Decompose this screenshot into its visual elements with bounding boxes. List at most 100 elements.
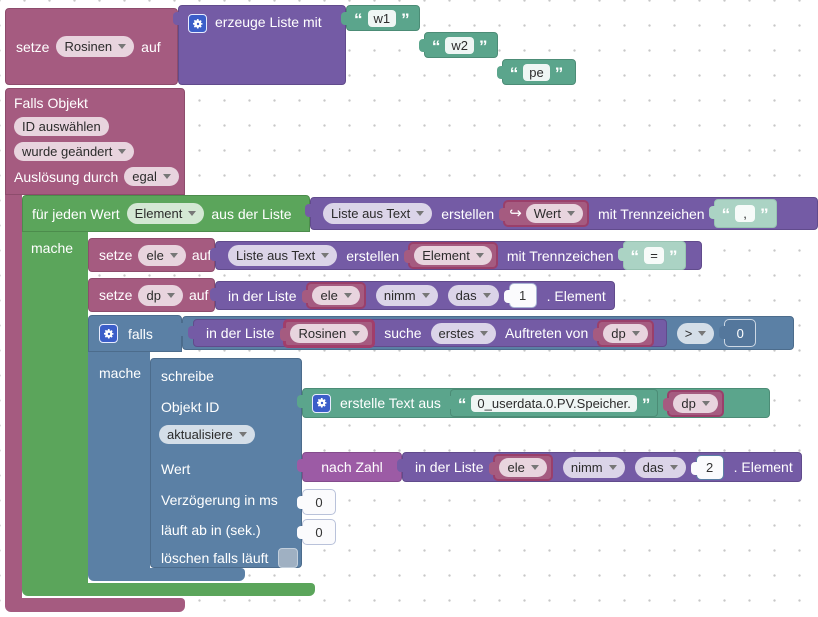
get-which-dropdown[interactable]: das <box>634 456 686 478</box>
variable-dropdown[interactable]: Rosinen <box>290 323 369 343</box>
text-block-pe[interactable]: “ pe ” <box>496 59 576 85</box>
loop-variable-dropdown[interactable]: Element <box>126 203 205 224</box>
set-variable-block-dp[interactable]: setze dp auf <box>88 278 215 312</box>
text-field[interactable]: 0_userdata.0.PV.Speicher. <box>471 394 637 412</box>
trigger-by-dropdown[interactable]: egal <box>124 167 179 186</box>
separator-label: mit Trennzeichen <box>506 247 614 264</box>
value-variable-dropdown[interactable]: Wert <box>525 204 583 223</box>
variable-dropdown-label: Rosinen <box>64 39 113 54</box>
dropdown-arrow-icon <box>475 253 484 258</box>
variable-get-block-ele[interactable]: ele <box>489 453 553 481</box>
variable-dropdown[interactable]: Element <box>414 246 492 265</box>
expire-value: 0 <box>315 524 323 540</box>
dropdown-arrow-icon <box>698 330 707 336</box>
list-from-text-block-1[interactable]: Liste aus Text erstellen ↪ Wert mit Tren… <box>305 197 818 230</box>
select-id-button-label: ID auswählen <box>22 119 101 134</box>
trigger-value-block[interactable]: ↪ Wert <box>499 200 589 227</box>
trigger-title: Falls Objekt <box>14 95 88 111</box>
variable-label: Rosinen <box>298 325 347 341</box>
expire-number-block[interactable]: 0 <box>297 519 336 545</box>
write-state-block[interactable]: schreibe Objekt ID aktualisiere Wert Ver… <box>150 358 302 568</box>
in-list-label: in der Liste <box>206 325 275 341</box>
variable-dropdown-ele[interactable]: ele <box>138 244 186 266</box>
quote-close-icon: ” <box>760 205 769 224</box>
separator-text-block[interactable]: “ , ” <box>708 199 777 228</box>
text-field[interactable]: w2 <box>445 36 475 54</box>
update-mode-dropdown[interactable]: aktualisiere <box>159 425 255 444</box>
gear-icon[interactable] <box>312 393 331 413</box>
foreach-do-label: mache <box>31 240 74 256</box>
trigger-block-bottom <box>5 598 185 612</box>
separator-field[interactable]: , <box>735 205 756 222</box>
set-variable-block-rosinen[interactable]: setze Rosinen auf <box>5 8 178 85</box>
dropdown-arrow-icon <box>566 211 575 216</box>
event-type-dropdown[interactable]: wurde geändert <box>14 142 135 161</box>
variable-get-block-dp[interactable]: dp <box>593 319 654 347</box>
separator-field[interactable]: = <box>644 247 664 264</box>
expire-label: läuft ab in (sek.) <box>161 522 261 538</box>
dropdown-arrow-icon <box>166 292 175 298</box>
dropdown-arrow-icon <box>188 211 197 216</box>
variable-dropdown-dp[interactable]: dp <box>138 284 183 306</box>
foreach-spine: mache <box>22 232 88 583</box>
split-mode-dropdown[interactable]: Liste aus Text <box>323 203 433 224</box>
variable-dropdown[interactable]: dp <box>673 393 718 413</box>
logic-compare-block[interactable]: in der Liste Rosinen suche erstes Auftre… <box>177 316 794 350</box>
variable-label: dp <box>611 325 626 341</box>
dropdown-arrow-icon <box>421 293 430 298</box>
variable-dropdown[interactable]: dp <box>603 323 648 343</box>
text-block-w2[interactable]: “ w2 ” <box>418 32 498 58</box>
index-number-block[interactable]: 2 <box>690 454 724 480</box>
get-op-dropdown[interactable]: nimm <box>562 456 625 478</box>
element-label: . Element <box>546 287 606 304</box>
variable-dropdown-rosinen[interactable]: Rosinen <box>56 36 135 57</box>
first-last-dropdown[interactable]: erstes <box>430 322 496 344</box>
to-number-block[interactable]: nach Zahl <box>297 452 402 482</box>
get-which-label: das <box>455 288 477 303</box>
set-keyword-auf: auf <box>188 287 209 303</box>
if-block[interactable]: falls <box>88 315 182 352</box>
clear-running-checkbox[interactable] <box>278 548 298 568</box>
on-change-trigger-block[interactable]: Falls Objekt ID auswählen wurde geändert… <box>5 88 185 195</box>
foreach-loop-block[interactable]: für jeden Wert Element aus der Liste <box>22 195 310 232</box>
variable-get-block-rosinen[interactable]: Rosinen <box>280 318 376 348</box>
delay-number-block[interactable]: 0 <box>297 489 336 515</box>
list-get-index-block-1[interactable]: in der Liste ele nimm das 1 . Element <box>210 281 615 310</box>
text-block-userdata[interactable]: “ 0_userdata.0.PV.Speicher. ” <box>444 389 659 417</box>
gear-icon[interactable] <box>99 324 118 343</box>
list-indexof-block[interactable]: in der Liste Rosinen suche erstes Auftre… <box>188 318 667 348</box>
gear-icon[interactable] <box>188 14 207 33</box>
variable-label: dp <box>681 395 696 411</box>
element-label: . Element <box>733 459 793 475</box>
value-label: Wert <box>161 461 191 477</box>
quote-close-icon: ” <box>401 9 410 29</box>
foreach-keyword: für jeden Wert <box>32 205 120 222</box>
variable-dropdown[interactable]: ele <box>499 457 547 477</box>
compare-number-block[interactable]: 0 <box>719 319 757 347</box>
foreach-keyword2: aus der Liste <box>211 205 292 222</box>
text-field[interactable]: pe <box>523 63 550 81</box>
index-value: 2 <box>705 459 714 475</box>
get-op-dropdown[interactable]: nimm <box>375 285 438 306</box>
variable-get-block-ele[interactable]: ele <box>302 282 366 309</box>
separator-text-block[interactable]: “ = ” <box>617 241 686 270</box>
if-bottom <box>88 568 245 581</box>
create-list-block[interactable]: erzeuge Liste mit <box>173 5 346 85</box>
get-which-label: das <box>642 459 664 475</box>
split-mode-dropdown[interactable]: Liste aus Text <box>228 245 338 266</box>
text-join-block[interactable]: erstelle Text aus “ 0_userdata.0.PV.Spei… <box>297 388 770 418</box>
index-number-block[interactable]: 1 <box>503 283 537 308</box>
text-field[interactable]: w1 <box>367 9 397 27</box>
variable-get-block-element[interactable]: Element <box>404 242 498 269</box>
get-which-dropdown[interactable]: das <box>447 285 499 306</box>
variable-dropdown[interactable]: ele <box>312 286 360 305</box>
list-get-index-block-2[interactable]: in der Liste ele nimm das 2 . Element <box>397 452 802 482</box>
compare-op-dropdown[interactable]: > <box>676 322 715 344</box>
select-id-button[interactable]: ID auswählen <box>14 117 109 136</box>
list-from-text-block-2[interactable]: Liste aus Text erstellen Element mit Tre… <box>210 241 702 270</box>
dropdown-arrow-icon <box>118 149 127 154</box>
variable-get-block-dp[interactable]: dp <box>663 389 724 417</box>
trigger-by-row: Auslösung durch egal <box>14 167 179 186</box>
text-block-w1[interactable]: “ w1 ” <box>341 5 420 31</box>
set-variable-block-ele[interactable]: setze ele auf <box>88 238 215 272</box>
